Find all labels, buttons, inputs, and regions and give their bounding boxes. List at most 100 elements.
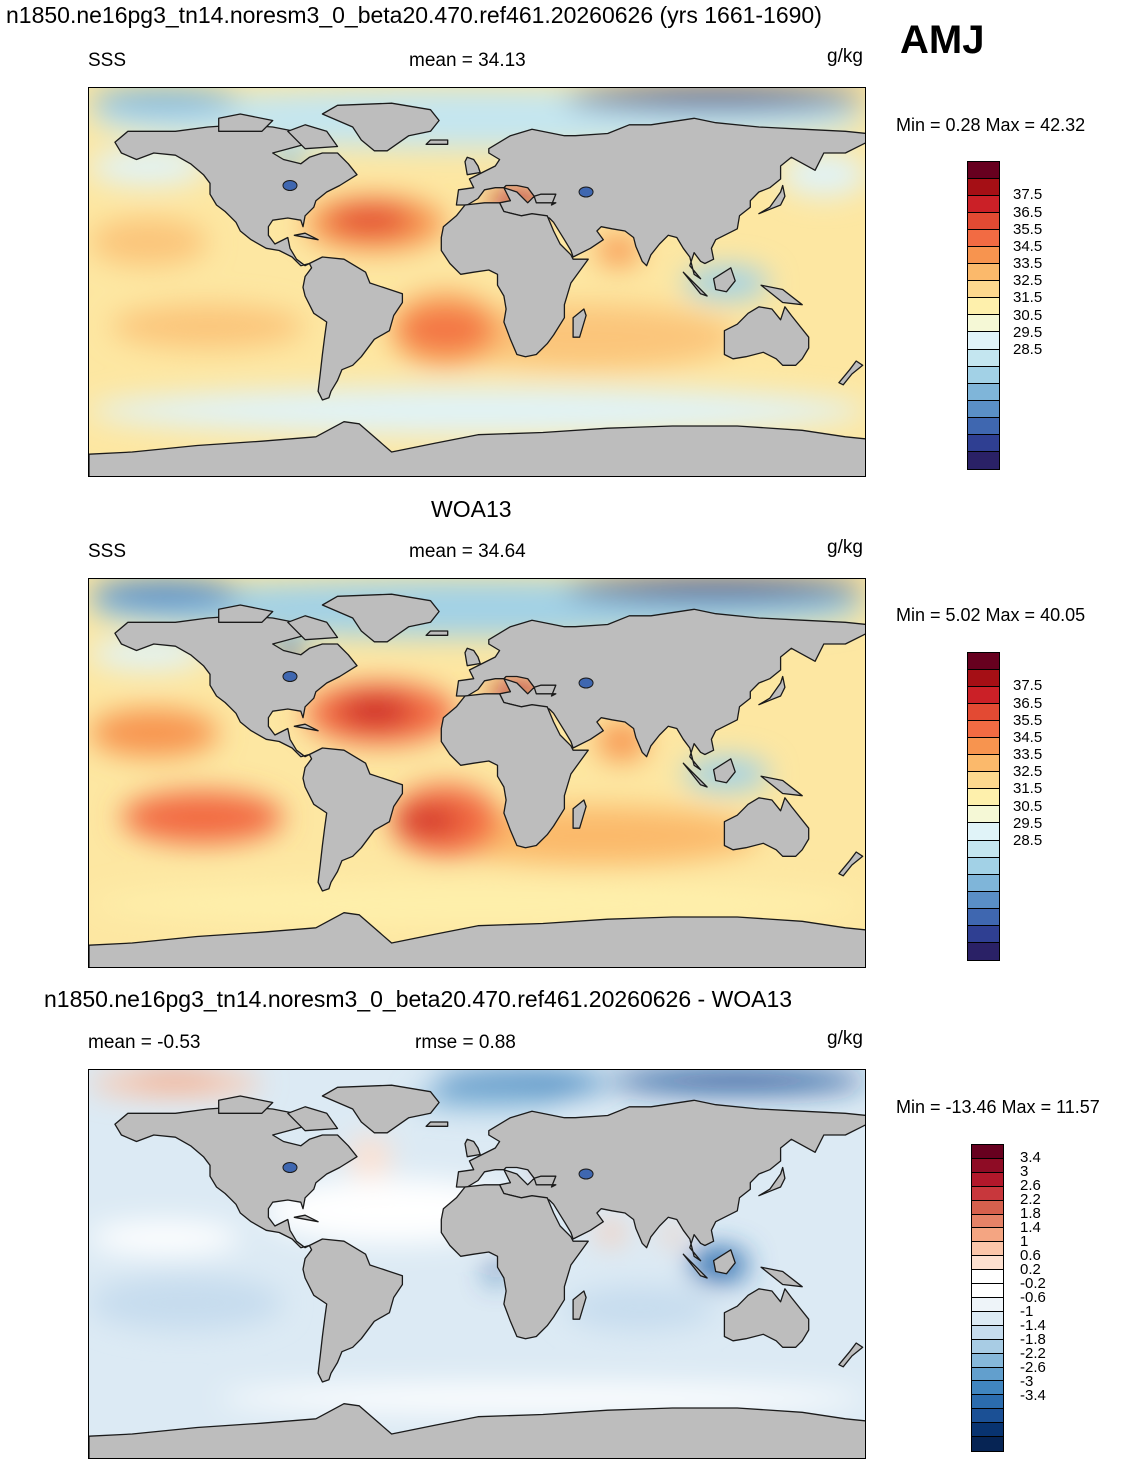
colorbar-tick-label: 0.2 [1020,1261,1041,1278]
landmass-japan [758,1166,786,1197]
colorbar-swatch [968,196,999,214]
colorbar-tick-label: 32.5 [1013,272,1043,290]
colorbar-swatch [972,1367,1003,1382]
colorbar-swatch [968,366,999,384]
panel2-heading: WOA13 [431,496,512,522]
colorbar-swatch [968,349,999,367]
landmass-madagascar [572,799,587,829]
panel2-variable: SSS [88,541,127,562]
colorbar-tick-label: 30.5 [1013,306,1043,324]
colorbar-swatch [968,451,999,469]
colorbar-tick-label: 32.5 [1013,763,1043,781]
landmass-newguinea [760,284,803,306]
colorbar-swatch [968,908,999,926]
panel1-mean: mean = 34.13 [409,50,526,71]
colorbar-swatch [968,162,999,180]
field-anomaly [564,1286,716,1330]
field-anomaly [89,148,208,186]
field-anomaly [89,709,219,757]
colorbar-tick-label: 35.5 [1013,220,1043,238]
landmass-borneo [712,758,736,784]
landmass-arcticcan [218,1095,274,1114]
landmass-arcticcan [218,113,274,132]
field-anomaly [326,205,414,236]
page-title: n1850.ne16pg3_tn14.noresm3_0_beta20.470.… [6,2,822,28]
landmass-australia [723,306,810,366]
field-anomaly [110,304,306,348]
landmass-greenland [321,1084,440,1134]
field-anomaly [337,696,414,727]
colorbar-swatch [968,704,999,722]
colorbar-swatch [968,840,999,858]
landmass-britain [464,1138,481,1158]
inland-water [282,180,298,191]
landmass-eurasia [455,1099,865,1262]
colorbar-swatch [968,772,999,790]
colorbar-swatch [968,315,999,333]
field-anomaly [413,1087,565,1109]
panel3-mean: mean = -0.53 [88,1032,201,1053]
landmass-namerica [114,124,358,267]
field-anomaly [348,1135,392,1179]
colorbar-swatch [968,383,999,401]
landmass-samerica [302,1238,404,1383]
landmass-newzealand [838,360,864,386]
panel3-minmax: Min = -13.46 Max = 11.57 [896,1097,1100,1117]
landmass-borneo [712,267,736,293]
field-anomaly [89,579,241,610]
landmass-newzealand [838,851,864,877]
field-anomaly [89,387,865,435]
field-anomaly [132,1070,219,1086]
field-anomaly [395,808,461,833]
colorbar-tick-label: 37.5 [1013,677,1043,695]
landmass-indonesia1 [682,1253,708,1279]
colorbar-swatch [968,687,999,705]
colorbar-swatch [972,1145,1003,1159]
colorbar-swatch [968,230,999,248]
colorbar-tick-label: 36.5 [1013,203,1043,221]
colorbar-swatch [972,1437,1003,1451]
field-anomaly [89,882,865,926]
landmass-samerica [302,747,404,892]
field-anomaly [402,315,489,344]
colorbar-swatch [968,806,999,824]
colorbar-tick-label: 36.5 [1013,694,1043,712]
inland-water [282,671,298,682]
colorbar-tick-label: -1 [1020,1303,1034,1320]
colorbar-tick-label: 28.5 [1013,831,1043,849]
landmass-namerica [114,1106,358,1249]
landmass-baffin [287,1106,339,1132]
colorbar-swatch [968,264,999,282]
colorbar-swatch [968,179,999,197]
colorbar-tick-label: 30.5 [1013,797,1043,815]
colorbar-swatch [968,874,999,892]
colorbar-tick-label: 2.2 [1020,1191,1041,1208]
landmass-eurasia [455,608,865,771]
panel3-rmse: rmse = 0.88 [415,1032,516,1053]
colorbar-tick-label: 1 [1020,1233,1029,1250]
field-anomaly [89,1221,241,1255]
colorbar-swatch [968,670,999,688]
landmass-eurasia [455,117,865,280]
panel3-units: g/kg [827,1028,863,1049]
landmass-britain [464,156,481,176]
landmass-newzealand [838,1342,864,1368]
colorbar-tick-label: -0.6 [1020,1289,1046,1306]
colorbar-swatch [972,1381,1003,1396]
colorbar-swatch [968,755,999,773]
inland-water [282,1162,298,1173]
landmass-africa [440,1184,589,1340]
colorbar-swatch [968,400,999,418]
panel1-minmax: Min = 0.28 Max = 42.32 [896,115,1086,135]
colorbar-tick-label: -3 [1020,1373,1034,1390]
landmass-baffin [287,615,339,641]
field-anomaly [89,1275,284,1330]
landmass-africa [440,202,589,358]
landmass-antarctica [89,421,865,476]
colorbar-swatch [968,721,999,739]
colorbar-swatch [968,417,999,435]
landmass-greenland [321,102,440,152]
landmass-australia [723,797,810,857]
colorbar-tick-label: -2.2 [1020,1345,1046,1362]
colorbar-tick-label: 31.5 [1013,289,1043,307]
